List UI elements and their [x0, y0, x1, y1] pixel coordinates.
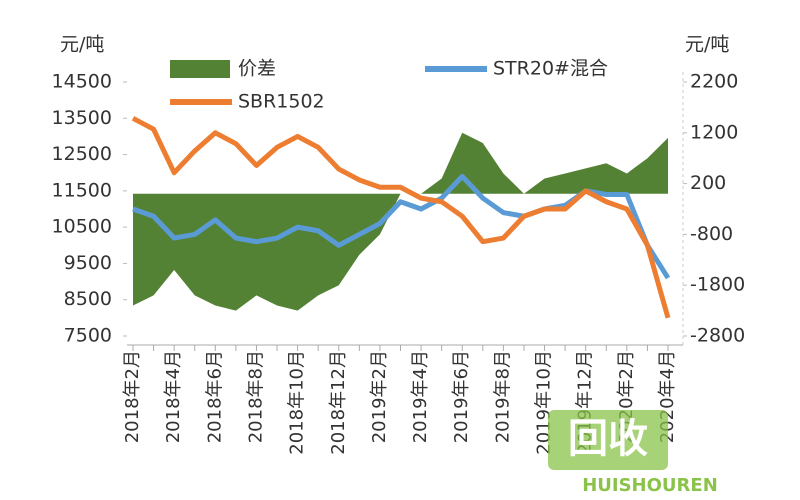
- y2-tick-label: 1200: [690, 121, 738, 143]
- y-tick-label: 8500: [64, 288, 112, 310]
- y-tick-label: 13500: [52, 107, 112, 129]
- x-tick-label: 2018年6月: [204, 350, 225, 443]
- y-tick-label: 9500: [64, 252, 112, 274]
- x-tick-label: 2018年8月: [245, 350, 266, 443]
- legend-label: SBR1502: [238, 91, 325, 113]
- y2-tick-label: -800: [690, 223, 733, 245]
- y2-tick-label: -1800: [690, 274, 745, 296]
- y-tick-label: 10500: [52, 216, 112, 238]
- y-tick-label: 12500: [52, 143, 112, 165]
- y-tick-label: 11500: [52, 179, 112, 201]
- y2-tick-label: 200: [690, 172, 726, 194]
- x-tick-label: 2018年12月: [328, 350, 349, 455]
- x-tick-label: 2018年2月: [122, 350, 143, 443]
- y2-tick-label: -2800: [690, 325, 745, 347]
- y2-tick-label: 2200: [690, 71, 738, 93]
- y-axis-title: 元/吨: [60, 34, 104, 56]
- x-tick-label: 2019年2月: [369, 350, 390, 443]
- x-tick-label: 2019年4月: [410, 350, 431, 443]
- watermark-text: 回收: [568, 416, 648, 462]
- y-tick-label: 14500: [52, 71, 112, 93]
- watermark-box: [548, 410, 668, 470]
- series-line: [131, 116, 671, 319]
- legend-swatch: [170, 60, 230, 78]
- spread-area: [133, 132, 668, 311]
- legend-label: 价差: [238, 58, 276, 80]
- x-tick-label: 2019年8月: [492, 350, 513, 443]
- x-tick-label: 2019年6月: [451, 350, 472, 443]
- y-tick-label: 7500: [64, 325, 112, 347]
- legend-label: STR20#混合: [493, 58, 608, 80]
- watermark-sub: HUISHOUREN: [582, 475, 718, 496]
- x-tick-label: 2018年10月: [287, 350, 308, 455]
- x-tick-label: 2018年4月: [163, 350, 184, 443]
- y2-axis-title: 元/吨: [685, 34, 729, 56]
